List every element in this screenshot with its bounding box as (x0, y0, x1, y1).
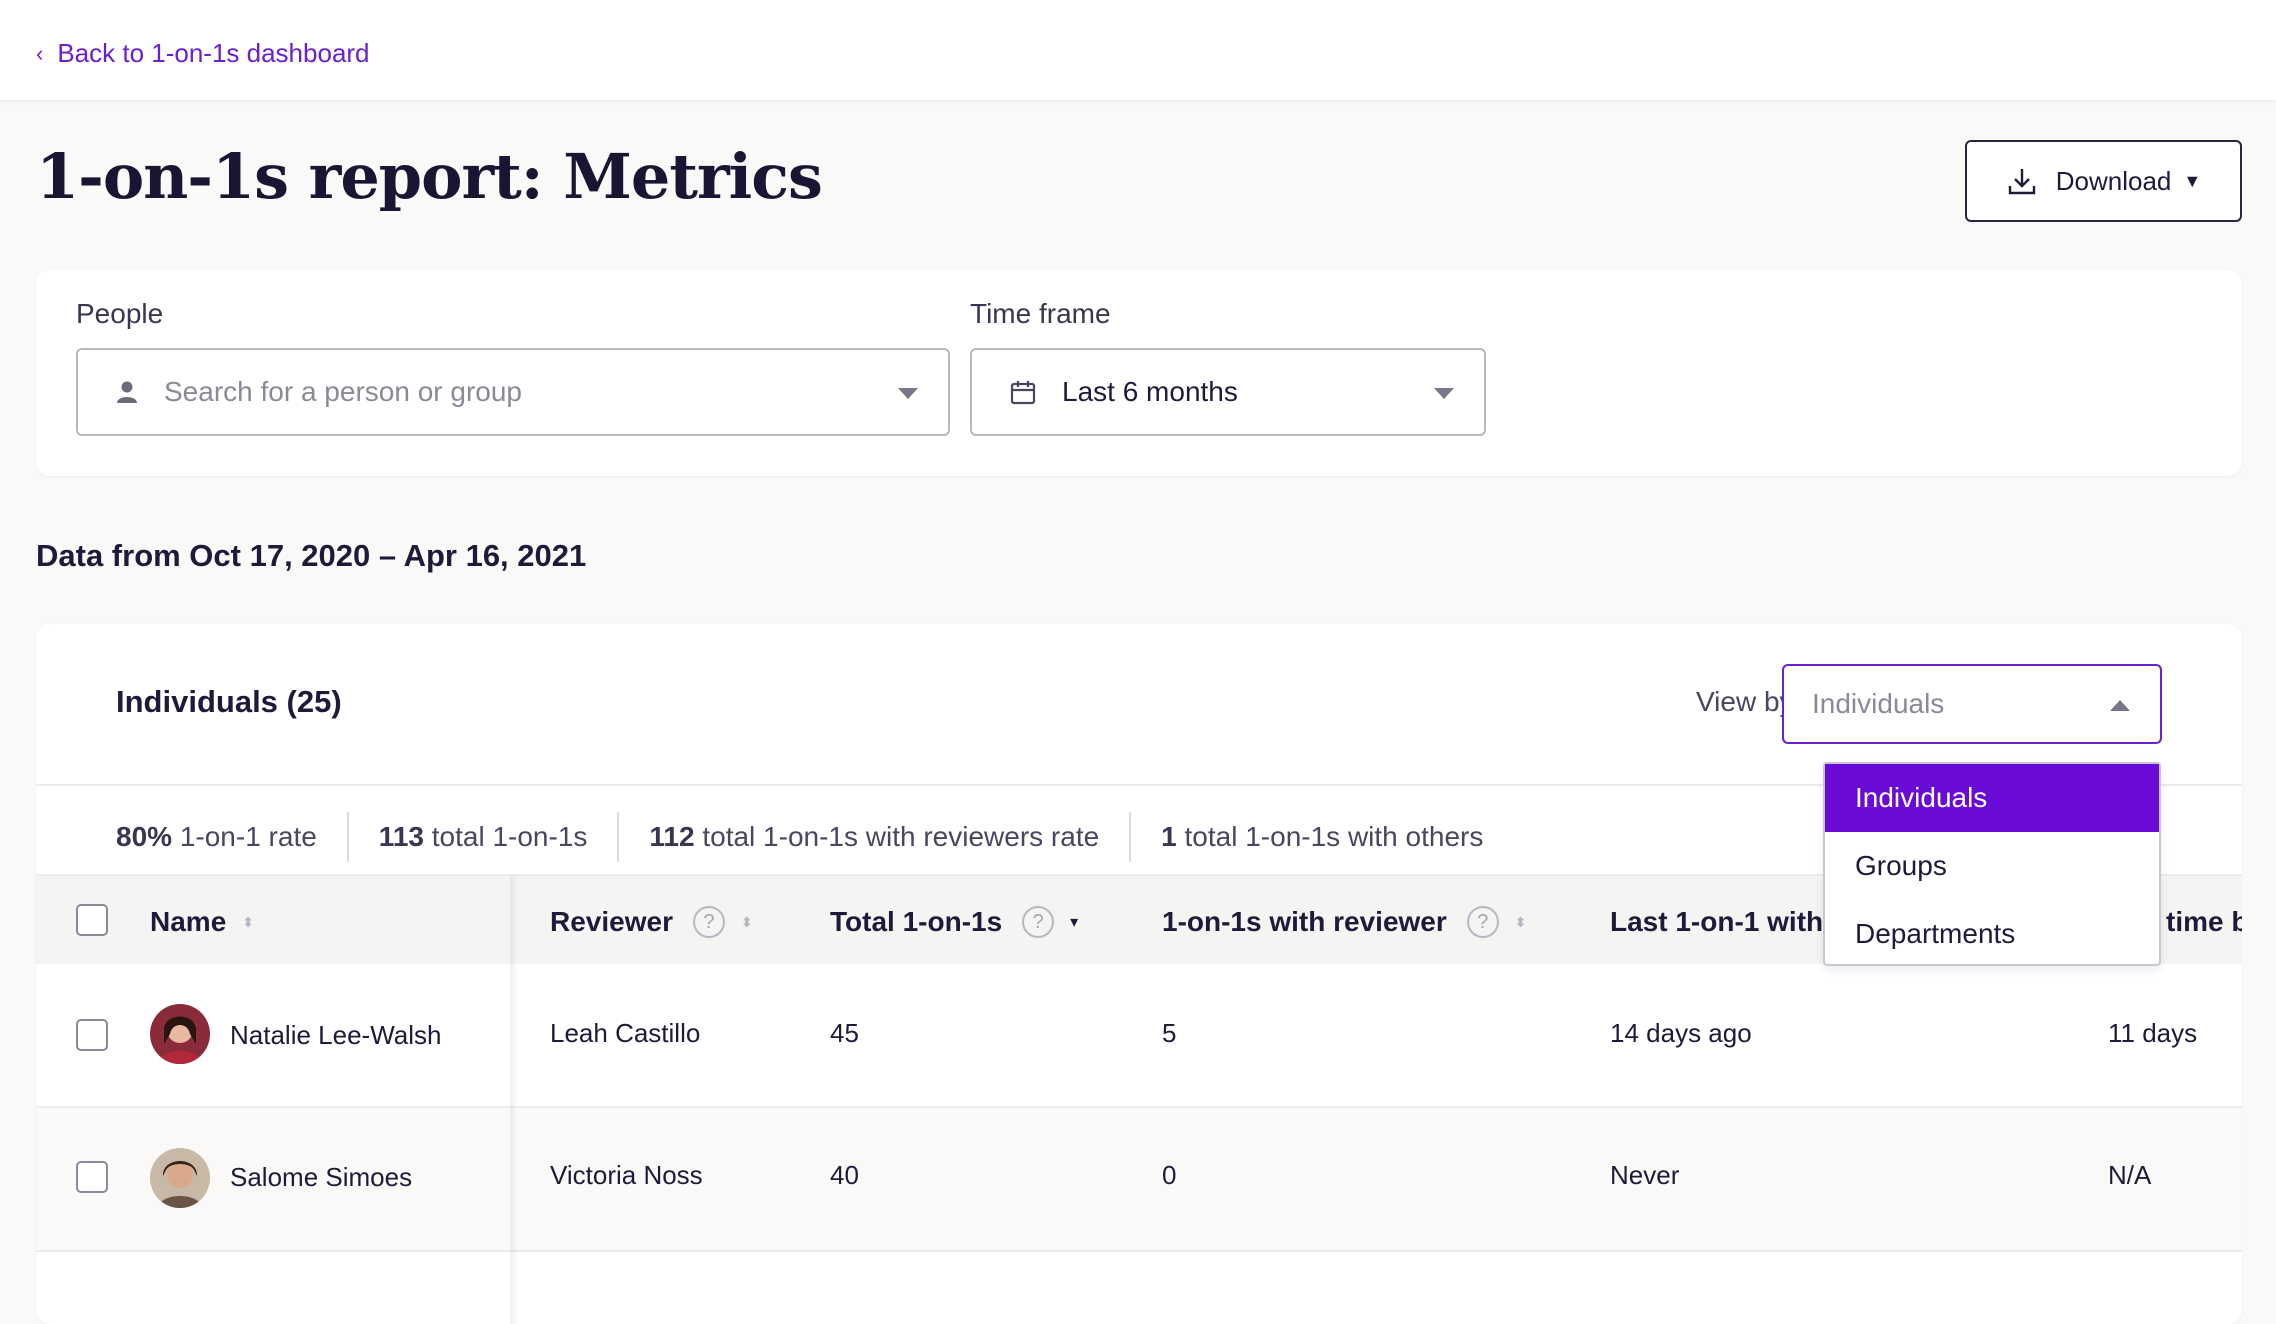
help-icon[interactable]: ? (1022, 906, 1055, 938)
page-title: 1-on-1s report: Metrics (36, 140, 823, 213)
top-bar: ‹ Back to 1-on-1s dashboard (0, 0, 2276, 100)
help-icon[interactable]: ? (1466, 906, 1499, 938)
select-all-checkbox[interactable] (76, 904, 108, 936)
back-to-dashboard-link[interactable]: ‹ Back to 1-on-1s dashboard (36, 38, 370, 69)
row-divider (36, 1250, 2242, 1252)
option-groups[interactable]: Groups (1855, 850, 1947, 881)
table-row[interactable]: Salome Simoes Victoria Noss 40 0 Never N… (36, 1108, 2242, 1250)
back-link-label: Back to 1-on-1s dashboard (57, 38, 370, 68)
people-search-input[interactable]: Search for a person or group (76, 348, 950, 436)
row-last: 14 days ago (1610, 1018, 1752, 1048)
row-last: Never (1610, 1160, 1680, 1190)
row-total: 45 (830, 1018, 859, 1048)
column-with-reviewer[interactable]: 1-on-1s with reviewer ? ⬍ (1162, 906, 1527, 938)
column-reviewer[interactable]: Reviewer ? ⬍ (550, 906, 753, 938)
chevron-down-icon (1434, 388, 1454, 399)
sort-icon: ⬍ (242, 914, 254, 930)
row-checkbox[interactable] (76, 1161, 108, 1193)
avatar (150, 1004, 210, 1064)
row-divider (36, 1106, 2242, 1108)
metrics-table-card: Individuals (25) View by: Individuals 80… (36, 624, 2242, 1324)
table-row[interactable]: Natalie Lee-Walsh Leah Castillo 45 5 14 … (36, 964, 2242, 1106)
download-label: Download (2055, 165, 2172, 196)
row-with-reviewer: 5 (1162, 1018, 1177, 1048)
view-by-select[interactable]: Individuals (1782, 664, 2162, 744)
stat-others: 1 total 1-on-1s with others (1161, 821, 1484, 852)
row-time: 11 days (2108, 1018, 2198, 1048)
row-reviewer: Leah Castillo (550, 1018, 701, 1048)
timeframe-select[interactable]: Last 6 months (970, 348, 1486, 436)
people-label: People (76, 298, 164, 329)
divider (36, 784, 2242, 786)
timeframe-label: Time frame (970, 298, 1111, 329)
section-title: Individuals (25) (116, 684, 342, 719)
download-icon (2008, 169, 2035, 195)
stats-bar: 80% 1-on-1 rate 113 total 1-on-1s 112 to… (116, 812, 1543, 862)
option-departments[interactable]: Departments (1855, 918, 2016, 949)
date-range-heading: Data from Oct 17, 2020 – Apr 16, 2021 (36, 538, 587, 573)
stat-reviewers: 112 total 1-on-1s with reviewers rate (649, 812, 1132, 862)
row-total: 40 (830, 1160, 859, 1190)
divider (36, 874, 2242, 876)
chevron-left-icon: ‹ (36, 40, 44, 66)
row-reviewer: Victoria Noss (550, 1160, 703, 1190)
download-button[interactable]: Download ▼ (1965, 140, 2242, 222)
sort-desc-icon: ▾ (1070, 914, 1079, 931)
calendar-icon (1010, 381, 1036, 405)
column-total[interactable]: Total 1-on-1s ? ▾ (830, 906, 1079, 938)
avatar (150, 1148, 210, 1208)
filter-card: People Search for a person or group Time… (36, 270, 2242, 476)
stat-rate: 80% 1-on-1 rate (116, 812, 349, 862)
option-individuals[interactable]: Individuals (1825, 764, 2159, 832)
caret-down-icon: ▼ (2183, 170, 2202, 191)
sticky-column-shadow (510, 876, 518, 1324)
row-name[interactable]: Salome Simoes (230, 1162, 413, 1192)
column-name[interactable]: Name ⬍ (150, 906, 254, 937)
view-by-dropdown-menu: Individuals Groups Departments (1823, 762, 2161, 966)
row-checkbox[interactable] (76, 1019, 108, 1051)
timeframe-value: Last 6 months (1062, 376, 1238, 407)
column-last-1on1[interactable]: Last 1-on-1 with (1610, 906, 1824, 937)
help-icon[interactable]: ? (692, 906, 725, 938)
row-name[interactable]: Natalie Lee-Walsh (230, 1020, 442, 1050)
view-by-value: Individuals (1812, 688, 1945, 719)
column-time[interactable]: time b (2166, 906, 2242, 937)
sort-icon: ⬍ (1514, 914, 1527, 930)
person-icon (117, 381, 137, 403)
people-search-placeholder: Search for a person or group (164, 376, 522, 407)
chevron-down-icon (898, 388, 918, 399)
row-time: N/A (2108, 1160, 2152, 1190)
stat-total: 113 total 1-on-1s (379, 812, 620, 862)
chevron-up-icon (2110, 700, 2130, 711)
sort-icon: ⬍ (740, 914, 753, 930)
row-with-reviewer: 0 (1162, 1160, 1177, 1190)
